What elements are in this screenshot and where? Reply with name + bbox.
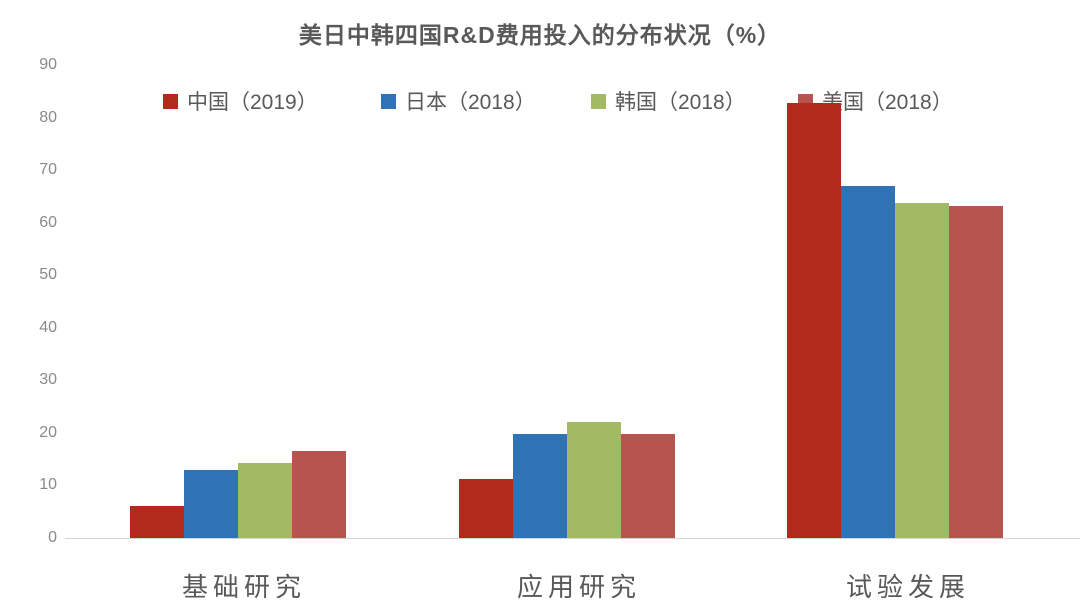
x-category-label: 应用研究 [516,572,642,602]
y-tick-label: 30 [39,371,57,389]
bar-试验发展-韩国（2018） [895,203,949,538]
bar-基础研究-中国（2019） [130,506,184,538]
legend-label: 美国（2018） [822,91,953,114]
y-tick-label: 70 [39,161,57,179]
y-tick-label: 60 [39,213,57,231]
y-tick-label: 80 [39,108,57,126]
bar-应用研究-美国（2018） [621,434,675,538]
bar-试验发展-中国（2019） [787,103,841,538]
legend-item: 中国（2019） [163,86,318,116]
legend-swatch [591,93,606,109]
legend-label: 韩国（2018） [615,91,746,114]
x-axis-line [65,538,1080,539]
bar-试验发展-日本（2018） [841,186,895,538]
bar-基础研究-日本（2018） [184,470,238,538]
legend-label: 日本（2018） [405,91,536,114]
bar-应用研究-韩国（2018） [567,422,621,538]
y-tick-label: 50 [39,266,57,284]
x-category-label: 基础研究 [181,572,307,602]
y-tick-label: 20 [39,423,57,441]
legend-swatch [381,93,396,109]
bar-应用研究-日本（2018） [513,434,567,538]
x-category-label: 试验发展 [845,572,971,602]
bar-试验发展-美国（2018） [949,206,1003,538]
y-tick-label: 10 [39,476,57,494]
legend-item: 日本（2018） [381,86,536,116]
bar-基础研究-韩国（2018） [238,463,292,538]
chart-title: 美日中韩四国R&D费用投入的分布状况（%） [298,22,782,48]
y-tick-label: 40 [39,318,57,336]
legend-label: 中国（2019） [187,91,318,114]
y-tick-label: 90 [39,56,57,73]
legend-item: 韩国（2018） [591,86,746,116]
legend-swatch [163,93,178,109]
bar-基础研究-美国（2018） [292,451,346,538]
y-tick-label: 0 [48,529,57,546]
bar-应用研究-中国（2019） [459,479,513,538]
